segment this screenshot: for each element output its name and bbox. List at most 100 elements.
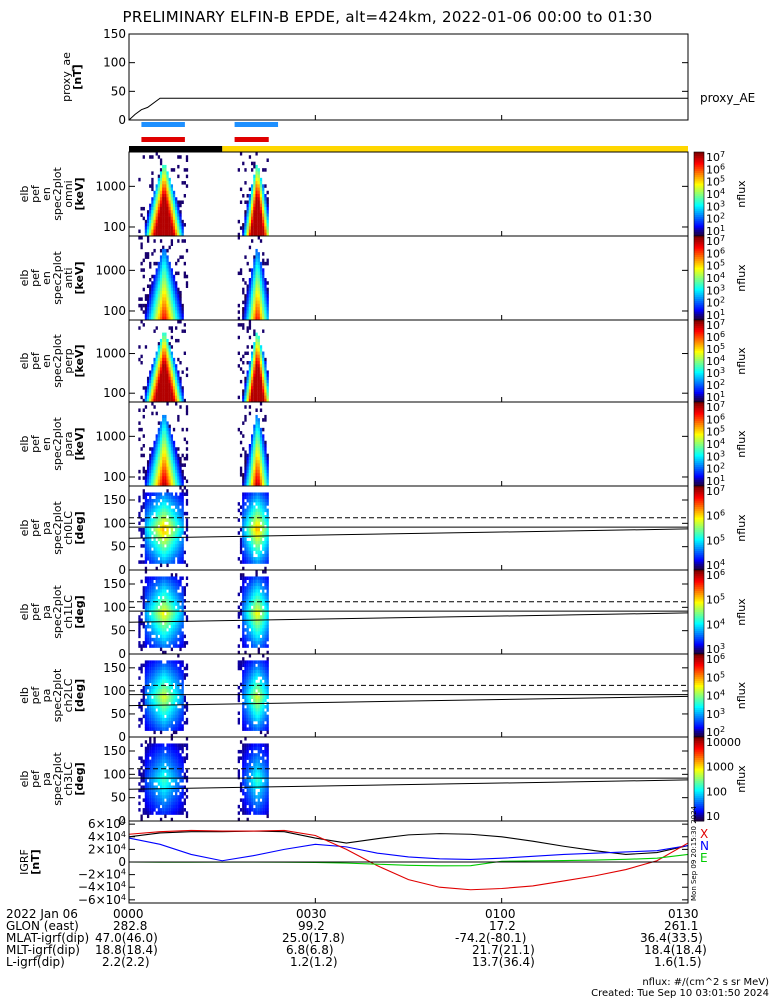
spectrogram-pixel — [262, 547, 265, 551]
spectrogram-pixel — [244, 389, 247, 393]
colorbar-cell — [694, 705, 704, 709]
colorbar-cell — [694, 446, 704, 449]
spectrogram-pixel — [149, 540, 152, 545]
spectrogram-pixel — [257, 624, 260, 629]
colorbar-cell — [694, 559, 704, 563]
spectrogram-pixel — [138, 666, 141, 671]
spectrogram-pixel — [175, 213, 178, 217]
spectrogram-pixel — [151, 785, 154, 789]
spectrogram-pixel — [151, 524, 154, 529]
spectrogram-pixel — [157, 456, 161, 461]
colorbar-cell — [694, 532, 704, 535]
y-axis-label-line: ch3LC — [62, 762, 75, 796]
spectrogram-pixel — [257, 383, 260, 387]
spectrogram-pixel — [162, 511, 165, 516]
spectrogram-pixel — [153, 498, 156, 503]
spectrogram-pixel — [170, 450, 174, 454]
spectrogram-pixel — [155, 364, 158, 368]
spectrogram-pixel — [166, 255, 169, 259]
spectrogram-pixel — [151, 711, 154, 715]
y-axis-label-line: [nT] — [71, 64, 84, 89]
spectrogram-pixel — [177, 386, 180, 390]
spectrogram-pixel — [138, 297, 141, 301]
spectrogram-pixel — [162, 521, 165, 526]
spectrogram-pixel — [146, 717, 150, 722]
spectrogram-pixel — [164, 724, 167, 728]
spectrogram-pixel — [155, 223, 158, 227]
spectrogram-pixel — [185, 411, 189, 416]
spectrogram-pixel — [183, 676, 186, 680]
spectrogram-pixel — [162, 756, 165, 760]
spectrogram-pixel — [155, 476, 158, 480]
colorbar-cell — [694, 689, 704, 692]
spectrogram-pixel — [262, 440, 265, 445]
spectrogram-pixel — [170, 361, 174, 365]
colorbar-cell — [694, 179, 704, 182]
spectrogram-pixel — [264, 414, 267, 419]
spectrogram-pixel — [153, 239, 156, 243]
spectrogram-pixel — [155, 721, 158, 725]
spectrogram-pixel — [164, 184, 167, 188]
spectrogram-pixel — [149, 762, 152, 767]
spectrogram-pixel — [164, 316, 167, 321]
spectrogram-pixel — [246, 692, 249, 696]
spectrogram-pixel — [153, 357, 156, 362]
spectrogram-pixel — [185, 367, 189, 371]
spectrogram-pixel — [159, 756, 163, 760]
spectrogram-pixel — [255, 450, 258, 454]
y-tick-label: 0 — [118, 113, 126, 127]
colorbar-cell — [694, 307, 704, 310]
spectrogram-pixel — [239, 469, 243, 474]
colorbar-cell — [694, 456, 704, 460]
spectrogram-pixel — [164, 332, 167, 337]
spectrogram-pixel — [166, 482, 169, 487]
spectrogram-pixel — [175, 219, 178, 224]
y-axis-label-line: pef — [29, 268, 42, 287]
spectrogram-pixel — [149, 579, 152, 584]
spectrogram-pixel — [144, 612, 148, 616]
spectrogram-pixel — [164, 753, 167, 757]
spectrogram-pixel — [239, 544, 243, 548]
spectrogram-pixel — [146, 756, 150, 760]
spectrogram-pixel — [185, 158, 189, 162]
spectrogram-pixel — [253, 589, 256, 593]
y-tick-label: 1000 — [95, 263, 126, 277]
spectrogram-pixel — [155, 749, 158, 754]
spectrogram-pixel — [177, 599, 180, 603]
spectrogram-pixel — [179, 811, 182, 815]
spectrogram-pixel — [153, 505, 156, 509]
colorbar-cell — [694, 676, 704, 680]
colorbar-cell — [694, 494, 704, 497]
spectrogram-pixel — [175, 714, 178, 719]
spectrogram-pixel — [159, 386, 163, 390]
spectrogram-pixel — [166, 476, 169, 480]
spectrogram-pixel — [253, 508, 256, 513]
spectrogram-pixel — [181, 637, 184, 642]
spectrogram-pixel — [164, 482, 167, 487]
spectrogram-pixel — [259, 644, 263, 648]
spectrogram-pixel — [159, 746, 163, 751]
spectrogram-pixel — [149, 669, 152, 674]
spectrogram-pixel — [255, 615, 258, 619]
spectrogram-pixel — [175, 612, 178, 616]
spectrogram-pixel — [166, 219, 169, 224]
spectrogram-pixel — [172, 223, 176, 227]
spectrogram-pixel — [244, 612, 247, 616]
spectrogram-pixel — [177, 320, 180, 324]
spectrogram-pixel — [181, 682, 184, 687]
spectrogram-pixel — [244, 772, 247, 777]
colorbar-cell — [694, 544, 704, 548]
spectrogram-pixel — [248, 395, 252, 400]
spectrogram-pixel — [168, 505, 171, 509]
spectrogram-pixel — [155, 229, 158, 234]
spectrogram-pixel — [259, 637, 263, 642]
spectrogram-pixel — [266, 685, 269, 690]
spectrogram-pixel — [185, 779, 189, 783]
spectrogram-pixel — [248, 383, 252, 387]
spectrogram-pixel — [149, 537, 152, 542]
spectrogram-pixel — [255, 660, 258, 664]
spectrogram-pixel — [153, 294, 156, 298]
spectrogram-pixel — [166, 811, 169, 815]
spectrogram-pixel — [142, 772, 145, 777]
spectrogram-pixel — [144, 303, 148, 308]
